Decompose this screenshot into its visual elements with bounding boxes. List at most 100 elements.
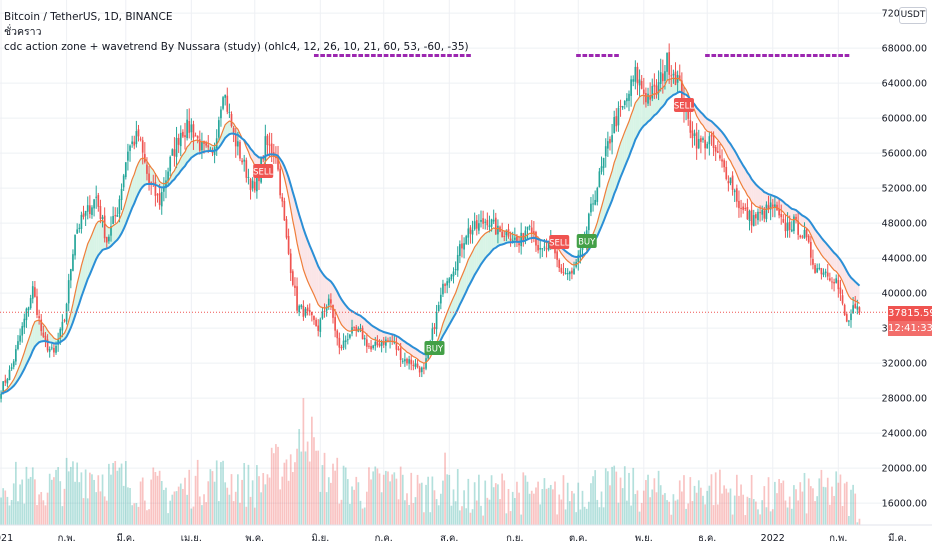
volume-bar (710, 474, 713, 525)
candle-body (461, 243, 463, 249)
candle-body (122, 175, 125, 188)
zone-segment (113, 224, 116, 244)
candle-body (539, 247, 542, 250)
currency-button[interactable]: USDT (899, 7, 927, 24)
volume-bar (501, 473, 503, 525)
time-tick-label: 2022 (761, 533, 785, 544)
volume-bar (511, 491, 514, 525)
volume-bar (143, 500, 146, 525)
volume-bar (294, 462, 296, 525)
candle-body (361, 327, 364, 340)
volume-bar (780, 483, 783, 525)
zone-segment (817, 232, 820, 252)
candle (118, 195, 121, 223)
candle-body (418, 367, 421, 373)
zone-segment (343, 302, 346, 330)
candle-body (433, 326, 436, 330)
candle (716, 141, 719, 154)
candle (604, 138, 607, 168)
volume-bar (21, 479, 24, 525)
candle-body (708, 136, 711, 145)
zone-segment (94, 224, 97, 265)
candle (807, 234, 810, 244)
zone-segment (379, 330, 382, 342)
candle-body (387, 340, 389, 342)
candle-body (630, 79, 632, 96)
candle-body (480, 219, 482, 222)
candle-body (44, 335, 47, 341)
zone-segment (760, 188, 763, 209)
zone-segment (607, 177, 610, 211)
candle (799, 234, 802, 239)
volume-bar (40, 492, 43, 525)
volume-bar (714, 472, 717, 525)
candle-body (169, 156, 172, 172)
zone-segment (757, 186, 761, 208)
candle (198, 130, 201, 155)
candle (190, 118, 193, 141)
indicator-title[interactable]: cdc action zone + wavetrend By Nussara (… (4, 41, 469, 53)
volume-bar (99, 491, 102, 525)
volume-bar (376, 468, 379, 525)
candle (518, 235, 520, 253)
candle-body (103, 215, 106, 239)
signal-dash (402, 54, 408, 57)
zone-segment (37, 320, 40, 345)
candle (406, 357, 408, 366)
volume-bar (55, 469, 57, 525)
volume-bar (423, 512, 425, 525)
candle (486, 212, 489, 230)
candle-body (492, 219, 495, 222)
signal-dash (755, 54, 761, 57)
zone-segment (481, 235, 484, 265)
volume-bar (484, 480, 487, 525)
volume-bar (291, 472, 294, 525)
candle (308, 303, 311, 316)
candle-body (456, 254, 459, 271)
candle-body (241, 160, 243, 163)
candle-body (376, 341, 379, 345)
volume-bar (494, 483, 497, 525)
volume-bar (778, 479, 780, 525)
volume-bar (486, 497, 489, 525)
zone-segment (844, 266, 847, 292)
candle-body (304, 308, 307, 316)
candle (76, 223, 79, 234)
volume-bar (750, 475, 753, 525)
volume-bar (797, 500, 799, 525)
volume-bar (763, 486, 766, 525)
candle (700, 135, 702, 154)
volume-bar (105, 500, 108, 525)
zone-segment (368, 322, 372, 339)
candle (845, 311, 848, 323)
volume-bar (179, 483, 182, 525)
candle-body (127, 151, 129, 161)
candle-body (655, 85, 658, 96)
candle-body (399, 348, 402, 361)
zone-segment (191, 141, 194, 158)
volume-bar (425, 484, 427, 525)
candle-body (822, 272, 825, 275)
candle-body (201, 141, 203, 151)
volume-bar (748, 498, 751, 525)
candle-body (325, 306, 328, 311)
symbol-title[interactable]: Bitcoin / TetherUS, 1D, BINANCE (4, 11, 173, 23)
candle-body (36, 296, 38, 315)
signal-dash (459, 54, 465, 57)
volume-bar (647, 474, 649, 525)
volume-bar (611, 466, 613, 525)
candle-body (672, 73, 675, 76)
candle-body (537, 245, 539, 251)
volume-bar (184, 477, 186, 525)
zone-segment (747, 172, 750, 198)
candle-body (158, 193, 161, 206)
volume-bar (323, 452, 326, 525)
ma-zone-fill (1, 78, 860, 394)
zone-segment (654, 93, 657, 116)
candle (311, 311, 313, 322)
zone-segment (140, 158, 143, 190)
volume-bar (59, 481, 62, 525)
volume-bar (446, 474, 449, 525)
